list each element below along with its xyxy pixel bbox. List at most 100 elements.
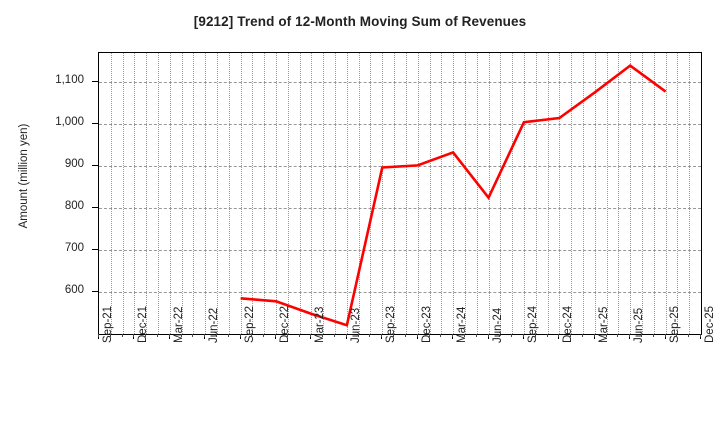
x-tick-label: Dec-25 bbox=[704, 305, 716, 343]
x-minor-tick-mark bbox=[700, 334, 701, 337]
gridline-vertical bbox=[641, 53, 643, 334]
x-minor-tick-mark bbox=[180, 334, 182, 337]
gridline-vertical bbox=[653, 53, 655, 334]
x-minor-tick-mark bbox=[357, 334, 359, 337]
gridline-horizontal bbox=[99, 124, 701, 126]
x-minor-tick-mark bbox=[428, 334, 430, 337]
gridline-vertical bbox=[559, 53, 561, 334]
x-minor-tick-mark bbox=[310, 334, 312, 337]
gridline-vertical bbox=[429, 53, 431, 334]
x-minor-tick-mark bbox=[522, 334, 524, 337]
gridline-vertical bbox=[358, 53, 360, 334]
gridline-vertical bbox=[252, 53, 254, 334]
x-minor-tick-mark bbox=[688, 334, 690, 337]
gridline-vertical bbox=[476, 53, 478, 334]
gridline-vertical bbox=[512, 53, 514, 334]
x-minor-tick-mark bbox=[322, 334, 324, 337]
y-tick-label: 1,000 bbox=[55, 116, 84, 129]
gridline-vertical bbox=[417, 53, 419, 334]
plot-area bbox=[98, 52, 702, 335]
gridline-vertical bbox=[158, 53, 160, 334]
x-tick-label: Sep-23 bbox=[385, 305, 398, 343]
x-minor-tick-mark bbox=[369, 334, 371, 337]
gridline-vertical bbox=[441, 53, 443, 334]
gridline-vertical bbox=[193, 53, 195, 334]
x-minor-tick-mark bbox=[345, 334, 347, 337]
page-title: [9212] Trend of 12-Month Moving Sum of R… bbox=[193, 14, 527, 29]
gridline-vertical bbox=[594, 53, 596, 334]
x-minor-tick-mark bbox=[298, 334, 300, 337]
x-tick-label: Mar-23 bbox=[314, 306, 327, 343]
gridline-vertical bbox=[630, 53, 632, 334]
x-minor-tick-mark bbox=[121, 334, 123, 337]
x-tick-label: Dec-21 bbox=[137, 305, 150, 343]
x-minor-tick-mark bbox=[204, 334, 206, 337]
gridline-vertical bbox=[311, 53, 313, 334]
gridline-vertical bbox=[205, 53, 207, 334]
y-tick-label: 600 bbox=[64, 284, 84, 297]
x-minor-tick-mark bbox=[617, 334, 619, 337]
x-minor-tick-mark bbox=[570, 334, 572, 337]
gridline-vertical bbox=[276, 53, 278, 334]
gridline-vertical bbox=[346, 53, 348, 334]
x-tick-label: Mar-22 bbox=[172, 306, 185, 343]
x-tick-label: Dec-24 bbox=[562, 305, 575, 343]
gridline-vertical bbox=[571, 53, 573, 334]
y-tick-label: 1,100 bbox=[55, 74, 84, 87]
y-tick-label: 700 bbox=[64, 242, 84, 255]
gridline-vertical bbox=[582, 53, 584, 334]
x-tick-label: Jun-23 bbox=[349, 307, 362, 343]
gridline-vertical bbox=[500, 53, 502, 334]
x-minor-tick-mark bbox=[216, 334, 218, 337]
x-minor-tick-mark bbox=[452, 334, 454, 337]
x-minor-tick-mark bbox=[593, 334, 595, 337]
x-minor-tick-mark bbox=[239, 334, 241, 337]
gridline-vertical bbox=[323, 53, 325, 334]
y-axis-label: Amount (million yen) bbox=[18, 123, 30, 229]
gridline-vertical bbox=[535, 53, 537, 334]
x-minor-tick-mark bbox=[487, 334, 489, 337]
gridline-vertical bbox=[228, 53, 230, 334]
x-minor-tick-mark bbox=[475, 334, 477, 337]
x-tick-label: Sep-22 bbox=[243, 305, 256, 343]
x-minor-tick-mark bbox=[227, 334, 229, 337]
gridline-vertical bbox=[488, 53, 490, 334]
gridline-vertical bbox=[169, 53, 171, 334]
gridline-vertical bbox=[453, 53, 455, 334]
x-minor-tick-mark bbox=[640, 334, 642, 337]
x-minor-tick-mark bbox=[546, 334, 548, 337]
gridline-vertical bbox=[464, 53, 466, 334]
x-minor-tick-mark bbox=[463, 334, 465, 337]
y-tick-label: 900 bbox=[64, 158, 84, 171]
x-minor-tick-mark bbox=[605, 334, 607, 337]
gridline-vertical bbox=[299, 53, 301, 334]
x-tick-label: Mar-25 bbox=[597, 306, 610, 343]
line-series bbox=[240, 63, 667, 327]
gridline-vertical bbox=[606, 53, 608, 334]
gridline-vertical bbox=[181, 53, 183, 334]
x-tick-label: Sep-24 bbox=[526, 305, 539, 343]
x-minor-tick-mark bbox=[263, 334, 265, 337]
x-minor-tick-mark bbox=[511, 334, 513, 337]
x-minor-tick-mark bbox=[157, 334, 159, 337]
x-tick-label: Jun-24 bbox=[491, 307, 504, 343]
gridline-vertical bbox=[240, 53, 242, 334]
x-minor-tick-mark bbox=[664, 334, 666, 337]
x-minor-tick-mark bbox=[629, 334, 631, 337]
gridline-horizontal bbox=[99, 208, 701, 210]
x-tick-label: Dec-22 bbox=[279, 305, 292, 343]
gridline-vertical bbox=[523, 53, 525, 334]
x-minor-tick-mark bbox=[416, 334, 418, 337]
x-tick-label: Jun-22 bbox=[208, 307, 221, 343]
x-tick-label: Sep-25 bbox=[668, 305, 681, 343]
gridline-vertical bbox=[146, 53, 148, 334]
gridline-horizontal bbox=[99, 250, 701, 252]
x-tick-label: Dec-23 bbox=[420, 305, 433, 343]
gridline-vertical bbox=[287, 53, 289, 334]
gridline-vertical bbox=[110, 53, 112, 334]
x-minor-tick-mark bbox=[98, 334, 99, 337]
x-minor-tick-mark bbox=[393, 334, 395, 337]
gridline-vertical bbox=[217, 53, 219, 334]
x-minor-tick-mark bbox=[109, 334, 111, 337]
